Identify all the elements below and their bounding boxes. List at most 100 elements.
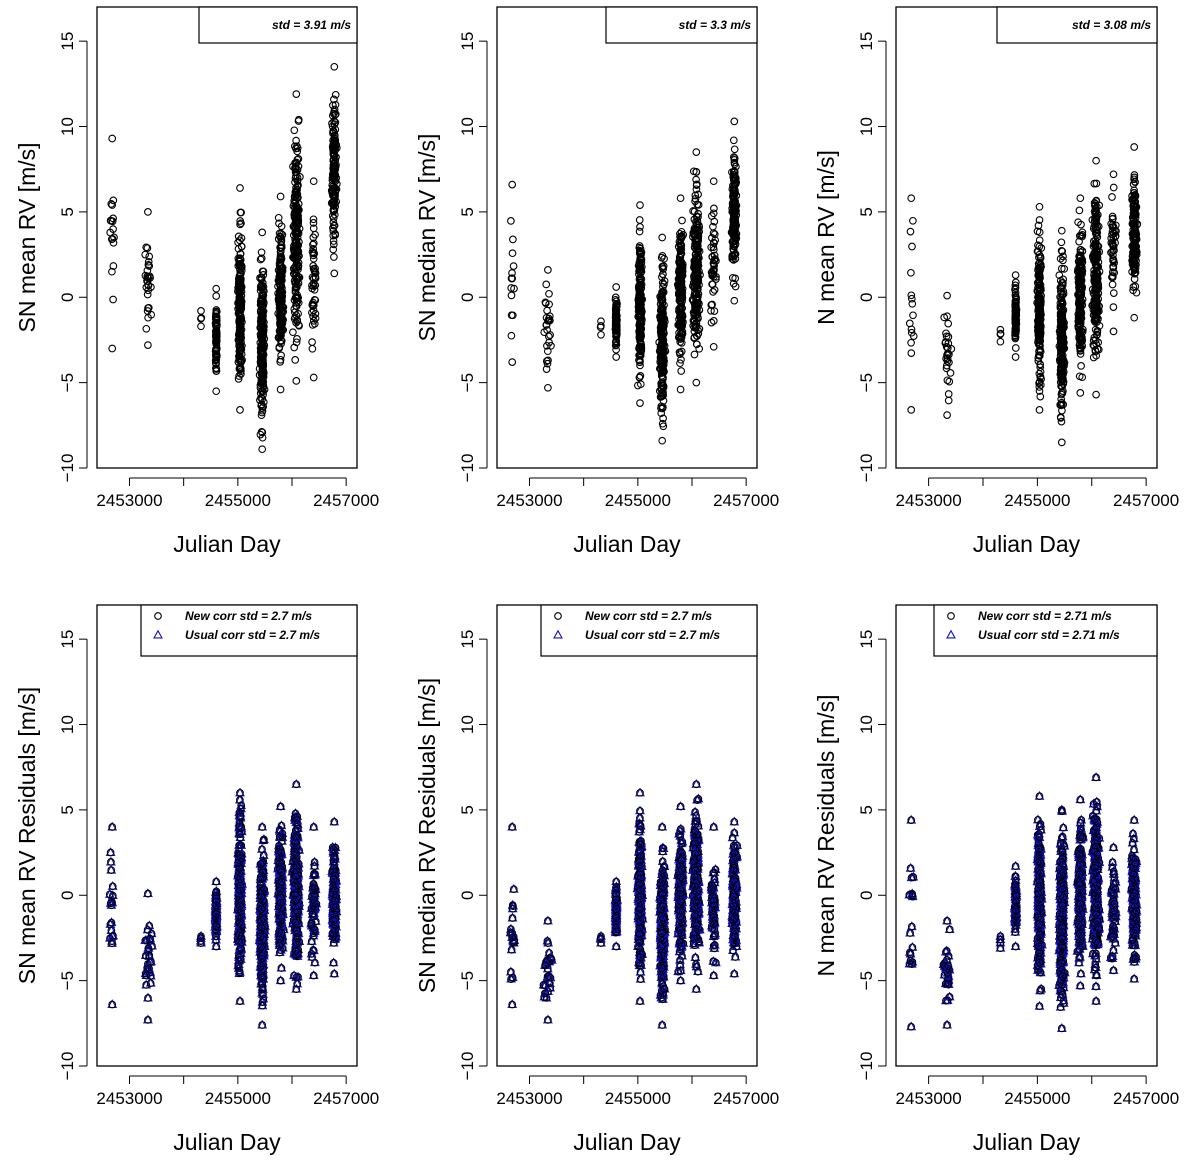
- rv-point: [1011, 344, 1020, 352]
- new-corr-point: [235, 864, 244, 873]
- rv-point: [1011, 353, 1020, 361]
- rv-point: [508, 269, 516, 277]
- new-corr-point: [236, 902, 244, 910]
- rv-point: [309, 215, 318, 224]
- rv-point: [258, 404, 267, 412]
- rv-point: [1057, 366, 1066, 374]
- rv-point: [597, 330, 605, 339]
- rv-point: [1074, 313, 1083, 322]
- rv-point: [293, 316, 302, 324]
- rv-point: [1130, 171, 1139, 179]
- rv-point: [141, 250, 150, 259]
- rv-point: [636, 351, 645, 360]
- rv-point: [259, 370, 268, 379]
- rv-point: [544, 383, 552, 392]
- new-corr-point: [237, 921, 246, 929]
- rv-point: [1092, 231, 1101, 240]
- rv-point: [292, 212, 301, 221]
- rv-point: [290, 247, 298, 256]
- rv-point: [275, 344, 284, 353]
- new-corr-point: [258, 998, 267, 1007]
- rv-point: [108, 344, 117, 353]
- rv-point: [694, 326, 702, 335]
- rv-point: [1057, 296, 1066, 305]
- rv-point: [636, 361, 644, 370]
- rv-point: [277, 253, 285, 261]
- rv-point: [692, 378, 701, 387]
- x-tick-label: 2457000: [713, 491, 779, 510]
- rv-point: [236, 184, 244, 192]
- rv-point: [1036, 265, 1045, 274]
- y-tick-label: 15: [458, 32, 477, 51]
- rv-point: [508, 249, 517, 258]
- rv-point: [732, 191, 741, 200]
- rv-point: [612, 330, 621, 338]
- data-points: [106, 62, 341, 454]
- rv-point: [1057, 293, 1066, 302]
- rv-point: [1057, 246, 1066, 255]
- new-corr-point: [257, 893, 266, 901]
- rv-point: [1090, 217, 1099, 226]
- rv-point: [675, 275, 684, 284]
- rv-point: [676, 359, 684, 368]
- rv-point: [691, 235, 699, 244]
- rv-point: [1090, 199, 1099, 207]
- rv-point: [943, 411, 951, 419]
- y-tick-label: 5: [458, 207, 477, 216]
- rv-point: [1057, 400, 1066, 409]
- rv-point: [690, 350, 699, 359]
- y-tick-label: 0: [857, 293, 876, 302]
- rv-point: [329, 127, 337, 136]
- rv-point: [1011, 271, 1020, 279]
- rv-point: [677, 249, 686, 258]
- rv-point: [729, 256, 738, 264]
- new-corr-point: [257, 943, 265, 951]
- new-corr-point: [258, 985, 267, 994]
- rv-point: [728, 273, 737, 282]
- rv-point: [658, 419, 667, 428]
- rv-point: [943, 354, 952, 362]
- rv-point: [546, 331, 554, 339]
- rv-point: [290, 126, 299, 135]
- rv-point: [907, 325, 916, 334]
- rv-point: [1011, 328, 1020, 337]
- new-corr-point: [144, 944, 153, 953]
- new-corr-point: [257, 905, 266, 914]
- rv-point: [212, 336, 221, 345]
- y-tick-label: 15: [58, 32, 77, 51]
- rv-point: [710, 230, 719, 239]
- rv-point: [1076, 347, 1085, 355]
- rv-point: [907, 268, 915, 277]
- rv-point: [308, 338, 316, 346]
- rv-point: [144, 286, 153, 295]
- rv-point: [259, 326, 268, 334]
- rv-point: [707, 301, 716, 309]
- new-corr-point: [235, 822, 244, 831]
- rv-point: [544, 316, 553, 325]
- rv-point: [1012, 308, 1021, 317]
- rv-point: [709, 288, 717, 296]
- rv-point: [309, 274, 318, 283]
- new-corr-point: [147, 957, 155, 966]
- rv-point: [1076, 258, 1085, 267]
- rv-point: [276, 332, 284, 341]
- rv-point: [197, 307, 205, 315]
- new-corr-point: [235, 892, 243, 900]
- rv-point: [1034, 241, 1042, 250]
- data-points: [104, 778, 342, 1029]
- rv-point: [728, 199, 737, 207]
- rv-point: [1034, 357, 1043, 365]
- rv-point: [236, 220, 244, 229]
- x-tick-label: 2455000: [605, 491, 671, 510]
- rv-point: [331, 111, 339, 119]
- new-corr-point: [259, 868, 267, 877]
- rv-point: [294, 279, 303, 288]
- x-tick-label: 2455000: [205, 1089, 271, 1108]
- rv-point: [236, 217, 245, 225]
- rv-point: [1057, 349, 1066, 358]
- rv-point: [611, 306, 620, 315]
- rv-point: [274, 289, 282, 298]
- rv-point: [329, 245, 338, 254]
- rv-point: [309, 239, 318, 248]
